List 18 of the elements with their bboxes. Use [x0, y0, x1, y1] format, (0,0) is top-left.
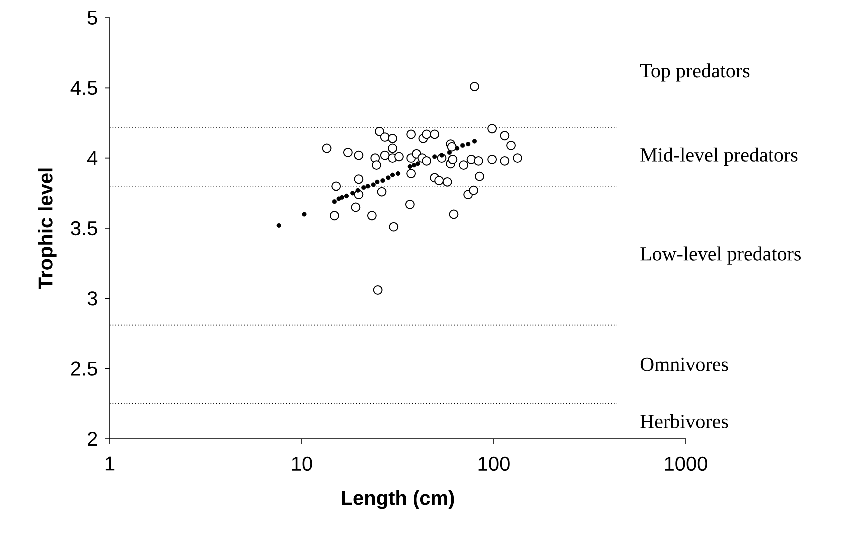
y-axis-title: Trophic level — [38, 168, 57, 290]
y-tick-label: 3.5 — [71, 221, 98, 236]
y-tick-label: 4.5 — [70, 81, 98, 96]
x-tick-label: 1000 — [665, 456, 708, 472]
x-axis-title: Length (cm) — [342, 490, 454, 510]
x-tick-label: 100 — [478, 456, 510, 472]
y-tick-label: 5 — [88, 11, 98, 25]
annotation: Mid-level predators — [640, 148, 798, 166]
y-tick-label: 2.5 — [71, 362, 98, 376]
y-tick-label: 4 — [88, 151, 98, 166]
y-tick-label: 2 — [88, 432, 98, 446]
annotation: Low-level predators — [640, 246, 801, 265]
x-tick-label: 10 — [292, 456, 312, 472]
annotation: Top predators — [640, 64, 750, 82]
annotation: Omnivores — [640, 358, 728, 372]
y-tick-label: 3 — [88, 292, 98, 306]
x-tick-label: 1 — [106, 456, 115, 471]
annotation: Herbivores — [640, 414, 728, 428]
